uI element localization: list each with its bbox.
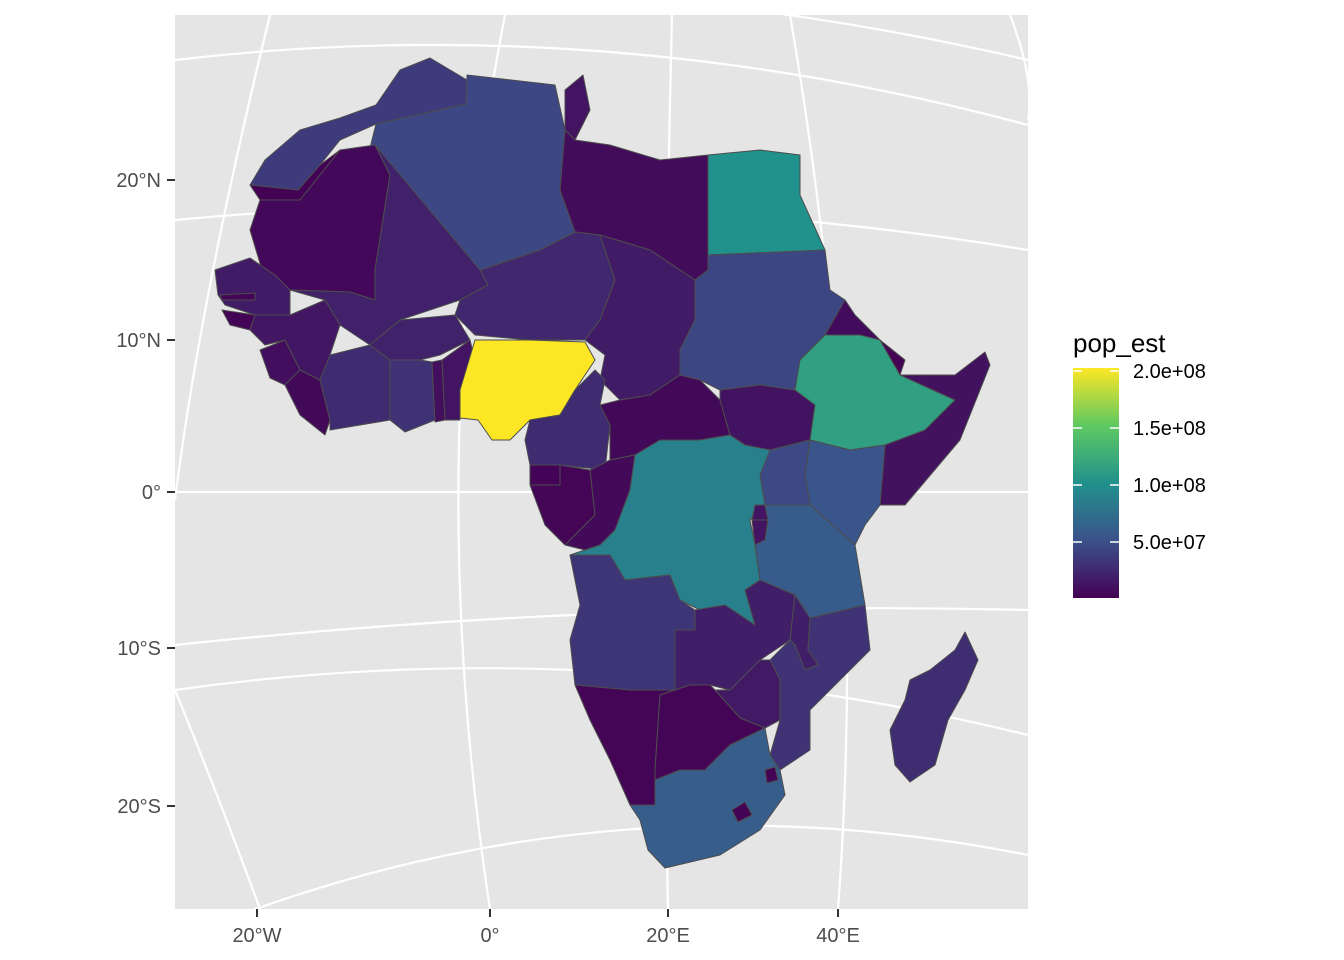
- region-tunisia: [564, 74, 591, 141]
- region-somalia: [879, 351, 991, 506]
- graticule-parallel-30n: [780, 15, 1028, 62]
- y-tick-label: 20°S: [117, 796, 161, 818]
- region-gambia: [219, 292, 256, 301]
- y-tick-label: 10°S: [117, 638, 161, 660]
- graticule-meridian-arc-left: [175, 689, 262, 909]
- graticule-parallel-20n: [175, 43, 1028, 127]
- legend-title: pop_est: [1073, 328, 1166, 358]
- legend-label: 5.0e+07: [1133, 532, 1206, 554]
- graticule-meridian-20w: [175, 15, 272, 501]
- legend-label: 1.5e+08: [1133, 418, 1206, 440]
- legend: pop_est 2.0e+08 1.5e+08 1.0e+08 5.0e+07: [1073, 328, 1206, 598]
- x-tick-label: 20°E: [646, 925, 690, 947]
- legend-label: 1.0e+08: [1133, 475, 1206, 497]
- y-tick-label: 10°N: [116, 330, 161, 352]
- y-tick-label: 0°: [142, 482, 161, 504]
- y-axis: 20°N 10°N 0° 10°S 20°S: [116, 170, 175, 818]
- region-eswatini: [764, 766, 779, 784]
- legend-colorbar: [1073, 368, 1119, 598]
- region-south-africa: [629, 727, 786, 869]
- x-axis: 20°W 0° 20°E 40°E: [232, 909, 860, 947]
- region-lesotho: [731, 801, 753, 823]
- countries: [214, 57, 991, 869]
- region-equatorial-guinea: [529, 464, 561, 486]
- region-cameroon: [524, 369, 611, 471]
- region-cote-divoire: [319, 344, 391, 431]
- x-tick-label: 40°E: [816, 925, 860, 947]
- graticule-parallel-30s: [252, 824, 1028, 909]
- graticule-meridian-60e: [1008, 15, 1028, 120]
- legend-label: 2.0e+08: [1133, 361, 1206, 383]
- x-tick-label: 0°: [480, 925, 499, 947]
- y-tick-label: 20°N: [116, 170, 161, 192]
- region-madagascar: [889, 631, 979, 783]
- x-tick-label: 20°W: [232, 925, 281, 947]
- region-ghana: [389, 359, 436, 433]
- region-djibouti: [879, 339, 906, 376]
